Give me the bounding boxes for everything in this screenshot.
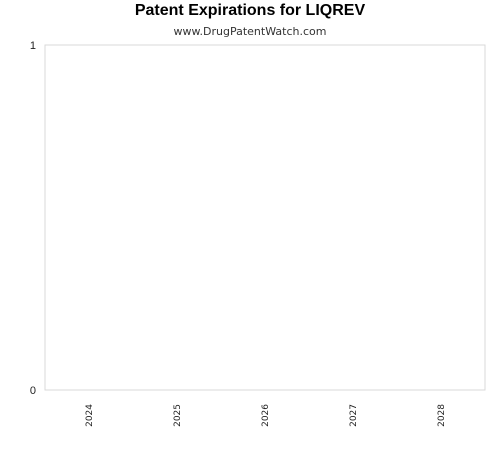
plot-border <box>45 45 485 390</box>
x-tick-label-2024: 2024 <box>85 404 95 427</box>
y-tick-label-0: 0 <box>30 385 36 397</box>
y-axis-ticks: 01 <box>30 40 36 397</box>
plot-area <box>45 45 485 390</box>
x-tick-label-2027: 2027 <box>349 404 359 427</box>
y-tick-label-1: 1 <box>30 40 36 52</box>
x-tick-label-2026: 2026 <box>261 404 271 427</box>
x-tick-label-2025: 2025 <box>173 404 183 427</box>
x-axis-ticks: 2024 2025 2026 2027 2028 <box>85 404 447 427</box>
x-tick-label-2028: 2028 <box>437 404 447 427</box>
